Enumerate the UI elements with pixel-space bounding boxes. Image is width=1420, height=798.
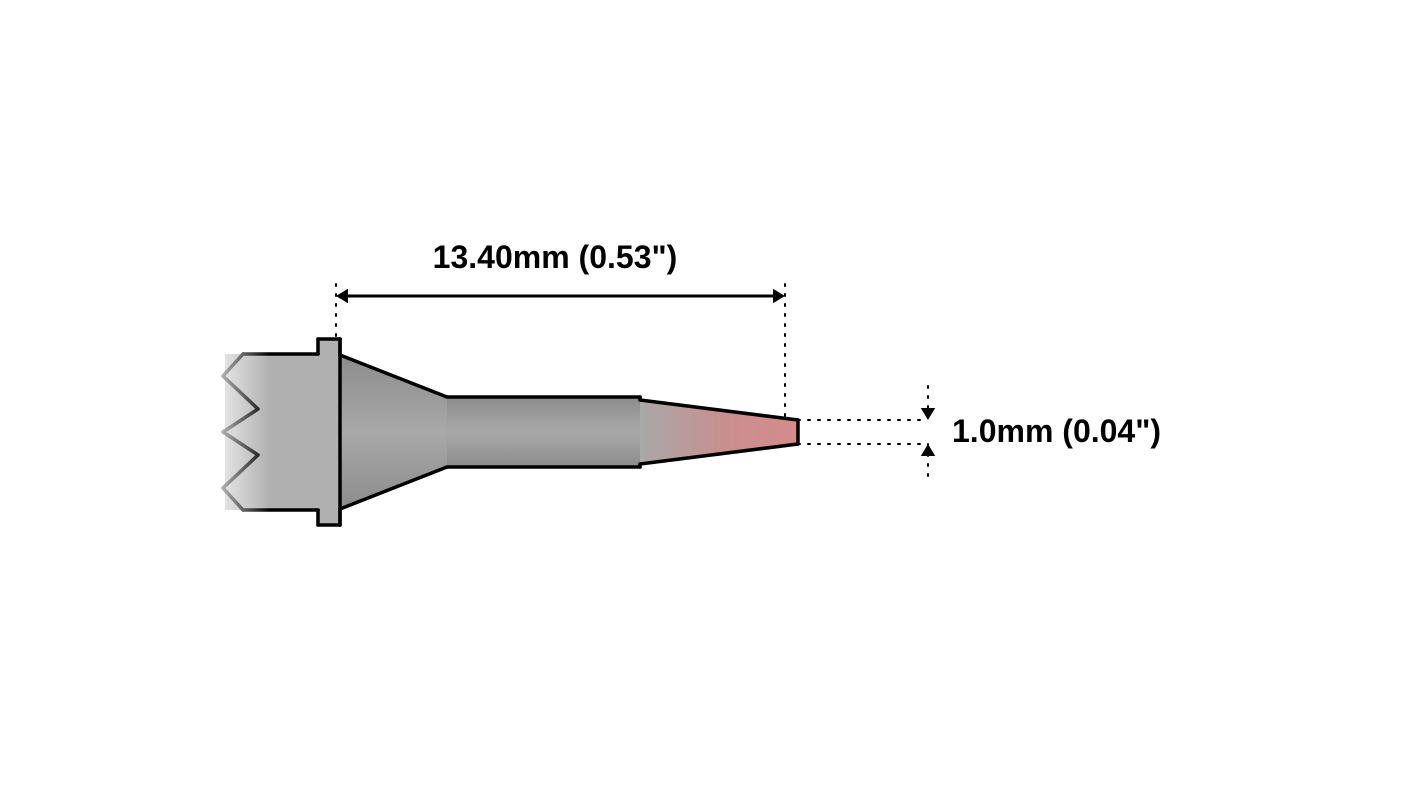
width-dimension-label: 1.0mm (0.04"): [952, 413, 1161, 449]
length-dimension-label: 13.40mm (0.53"): [433, 239, 678, 275]
